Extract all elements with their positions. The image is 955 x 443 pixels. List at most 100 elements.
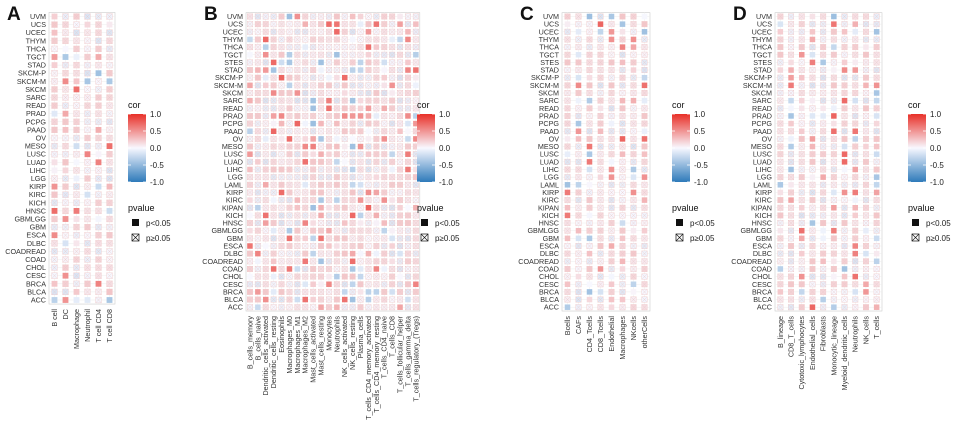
cross-mark <box>830 97 837 104</box>
cross-mark <box>302 67 309 73</box>
cross-mark <box>365 304 372 311</box>
cross-mark <box>397 166 403 173</box>
heatmap-cell <box>389 227 395 234</box>
cross-mark <box>365 36 372 43</box>
cross-mark <box>809 158 816 165</box>
cross-mark <box>278 174 285 181</box>
heatmap-cell <box>630 289 637 295</box>
heatmap-cell <box>831 105 837 112</box>
cross-mark <box>397 97 403 104</box>
cross-mark <box>412 212 419 219</box>
cross-mark <box>302 59 309 66</box>
heatmap-cell <box>51 280 58 287</box>
cross-mark <box>381 189 388 196</box>
row-label: KICH <box>542 211 559 220</box>
cross-mark <box>405 266 411 272</box>
cross-mark <box>326 266 332 272</box>
heatmap-cell <box>841 59 848 66</box>
cross-mark <box>412 235 419 242</box>
column-label: CAFs <box>574 316 583 334</box>
cross-mark <box>302 36 309 43</box>
cross-mark <box>597 197 604 203</box>
cross-mark <box>106 45 113 52</box>
heatmap-cell <box>357 212 364 219</box>
cross-mark <box>318 243 324 249</box>
cross-mark <box>294 113 301 119</box>
heatmap-cell <box>397 21 403 27</box>
heatmap-cell <box>413 74 419 81</box>
row-label: PAAD <box>224 127 243 136</box>
heatmap-cell <box>586 289 593 295</box>
cross-mark <box>412 258 419 265</box>
cross-mark <box>597 67 604 73</box>
cross-mark <box>389 204 396 211</box>
cross-mark <box>608 51 615 58</box>
cross-mark <box>852 113 859 119</box>
cross-mark <box>809 296 816 303</box>
heatmap-cell <box>262 82 269 89</box>
cross-mark <box>270 136 277 142</box>
cross-mark <box>798 21 805 28</box>
column-label: Mast_cells_activated <box>309 316 318 383</box>
cross-mark <box>630 273 637 280</box>
heatmap-cell <box>389 151 395 157</box>
cross-mark <box>820 243 827 249</box>
cross-mark <box>262 128 269 135</box>
cross-mark <box>630 21 637 28</box>
cross-mark <box>809 189 816 196</box>
cross-mark <box>333 59 340 66</box>
cross-mark <box>597 250 604 257</box>
cross-mark <box>84 29 91 36</box>
cross-mark <box>106 175 113 182</box>
cross-mark <box>863 90 869 96</box>
heatmap-cell <box>389 82 395 89</box>
cross-mark <box>863 128 869 135</box>
cross-mark <box>873 281 880 288</box>
colorbar-tick-label: 0.0 <box>150 144 162 153</box>
cross-mark <box>254 90 261 96</box>
cross-mark <box>254 273 261 280</box>
cross-mark <box>397 59 403 66</box>
cross-mark <box>51 21 58 28</box>
heatmap-cell <box>586 281 593 288</box>
row-label: OV <box>36 134 47 143</box>
cross-mark <box>106 272 113 279</box>
heatmap-cell <box>820 235 826 242</box>
heatmap-cell <box>365 136 372 142</box>
column-label: T_cells_gamma_delta <box>403 316 412 386</box>
heatmap-cell <box>294 197 301 203</box>
heatmap-cell <box>619 136 626 142</box>
cross-mark <box>619 51 626 58</box>
row-label: CESC <box>26 271 46 280</box>
cross-mark <box>84 45 91 52</box>
heatmap-cell <box>349 250 356 257</box>
cross-mark <box>84 224 91 231</box>
heatmap-cell <box>326 243 332 249</box>
colorbar-tick-label: 0.5 <box>150 127 162 136</box>
cross-mark <box>381 158 388 165</box>
heatmap-cell <box>106 21 113 28</box>
legend-title-pvalue: pvalue <box>672 203 699 213</box>
heatmap-cell <box>286 59 293 66</box>
cross-mark <box>777 82 784 89</box>
cross-mark <box>809 82 816 89</box>
cross-mark <box>333 113 340 119</box>
cross-mark <box>575 67 582 73</box>
cross-mark <box>597 166 604 173</box>
cross-mark <box>95 207 102 214</box>
heatmap-cell <box>247 243 253 249</box>
heatmap-cell <box>777 21 784 27</box>
cross-mark <box>262 28 269 35</box>
cross-mark <box>830 82 837 89</box>
cross-mark <box>809 197 816 203</box>
heatmap-cell <box>389 235 395 242</box>
row-label: KIRP <box>542 188 559 197</box>
cross-mark <box>397 220 403 226</box>
heatmap-cell <box>841 159 848 165</box>
cross-mark <box>333 258 340 265</box>
heatmap-cell <box>373 174 380 180</box>
heatmap-cell <box>51 183 58 190</box>
cross-mark <box>389 189 396 196</box>
cross-mark <box>365 212 372 219</box>
cross-mark <box>62 134 69 142</box>
